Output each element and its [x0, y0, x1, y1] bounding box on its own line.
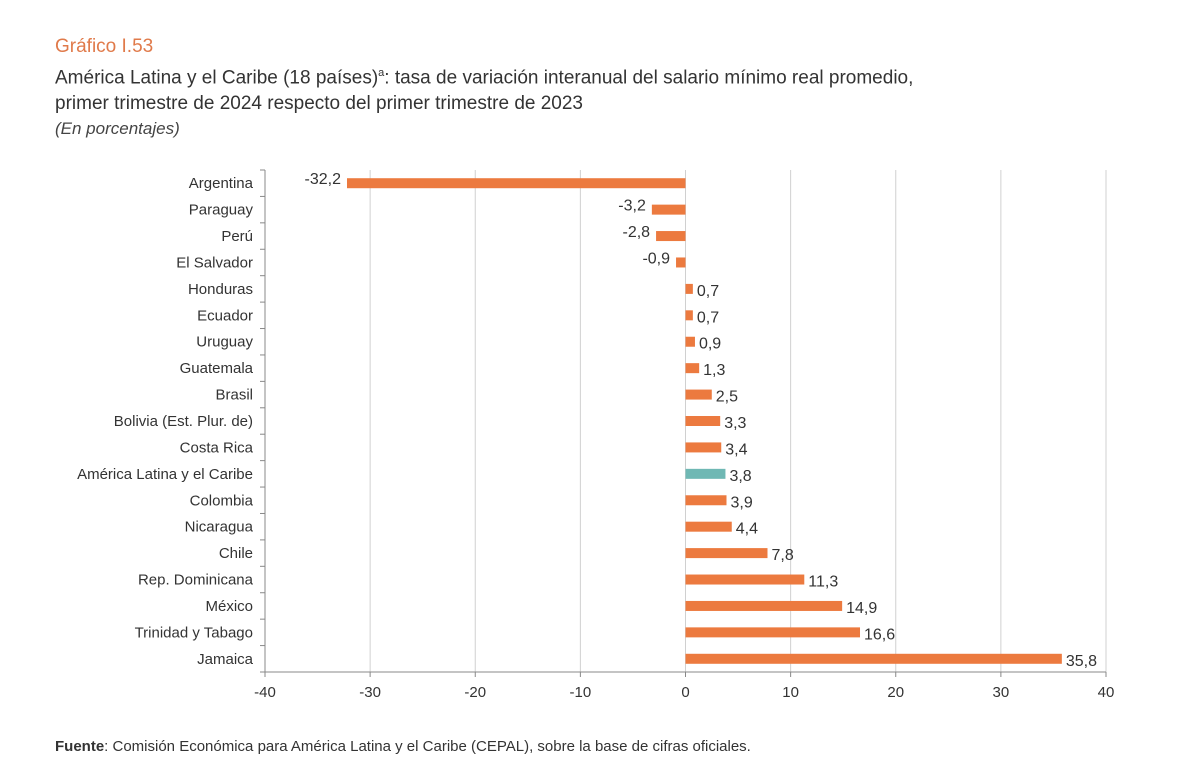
bar	[685, 363, 700, 374]
chart-units: (En porcentajes)	[55, 119, 180, 139]
x-tick-label: 0	[681, 684, 689, 701]
category-label: Rep. Dominicana	[138, 572, 254, 589]
data-label: 3,8	[729, 468, 751, 485]
bar	[685, 389, 712, 400]
category-label: Trinidad y Tabago	[135, 624, 253, 641]
data-label: 7,8	[771, 547, 793, 564]
x-tick-label: -30	[359, 684, 381, 701]
bar	[685, 653, 1062, 664]
data-label: -3,2	[618, 198, 646, 215]
title-superscript: a	[378, 67, 385, 79]
chart-number: Gráfico I.53	[55, 36, 154, 57]
bar	[685, 574, 805, 585]
chart-header: Gráfico I.53 América Latina y el Caribe …	[55, 34, 913, 141]
bar	[685, 600, 843, 611]
category-label: Nicaragua	[185, 519, 254, 536]
data-label: 0,9	[699, 336, 721, 353]
category-label: Ecuador	[197, 307, 253, 324]
bar	[685, 548, 768, 559]
data-label: 3,9	[730, 494, 752, 511]
source-text: : Comisión Económica para América Latina…	[104, 738, 751, 755]
chart-subtitle: primer trimestre de 2024 respecto del pr…	[55, 93, 584, 115]
bar	[685, 442, 722, 453]
category-label: Paraguay	[189, 202, 254, 219]
data-label: 1,3	[703, 362, 725, 379]
category-label: Jamaica	[197, 651, 254, 668]
bar	[685, 627, 861, 638]
bar	[685, 521, 732, 532]
category-label: Bolivia (Est. Plur. de)	[114, 413, 253, 430]
data-label: -2,8	[622, 224, 650, 241]
bar	[685, 310, 693, 321]
bar	[676, 257, 686, 268]
bar	[346, 178, 686, 189]
category-label: México	[205, 598, 253, 615]
category-label: Brasil	[215, 387, 253, 404]
category-label: Guatemala	[180, 360, 254, 377]
data-label: 3,3	[724, 415, 746, 432]
source-note: Fuente: Comisión Económica para América …	[55, 738, 751, 755]
chart-title: América Latina y el Caribe (18 países)a:…	[55, 60, 913, 91]
bar	[656, 231, 686, 242]
x-tick-label: 40	[1098, 684, 1115, 701]
category-label: Colombia	[190, 492, 254, 509]
source-label: Fuente	[55, 738, 105, 755]
data-label: 0,7	[697, 309, 719, 326]
category-label: Argentina	[189, 175, 254, 192]
x-tick-label: -10	[570, 684, 592, 701]
data-label: -0,9	[642, 250, 670, 267]
category-label: Chile	[219, 545, 253, 562]
title-part: : tasa de variación interanual del salar…	[384, 67, 914, 89]
data-label: 14,9	[846, 600, 877, 617]
category-label: Perú	[221, 228, 253, 245]
data-label: 11,3	[808, 574, 838, 591]
category-label: América Latina y el Caribe	[77, 466, 253, 483]
x-tick-label: 10	[782, 684, 799, 701]
data-label: 2,5	[716, 389, 738, 406]
data-label: 16,6	[864, 626, 895, 643]
bar	[685, 468, 726, 479]
bar	[685, 495, 727, 506]
category-label: Costa Rica	[180, 439, 254, 456]
bar	[651, 204, 686, 215]
data-label: 4,4	[736, 521, 758, 538]
bar	[685, 336, 695, 347]
category-label: Honduras	[188, 281, 253, 298]
x-tick-label: 20	[887, 684, 904, 701]
title-part: América Latina y el Caribe (18 países)	[55, 67, 379, 89]
data-label: 0,7	[697, 283, 719, 300]
data-label: -32,2	[305, 171, 342, 188]
category-label: El Salvador	[176, 254, 253, 271]
x-tick-label: 30	[993, 684, 1010, 701]
x-tick-label: -20	[464, 684, 486, 701]
category-label: Uruguay	[196, 334, 253, 351]
data-label: 35,8	[1066, 653, 1097, 670]
bar	[685, 283, 693, 294]
data-label: 3,4	[725, 441, 747, 458]
bar	[685, 416, 721, 426]
x-tick-label: -40	[254, 684, 276, 701]
